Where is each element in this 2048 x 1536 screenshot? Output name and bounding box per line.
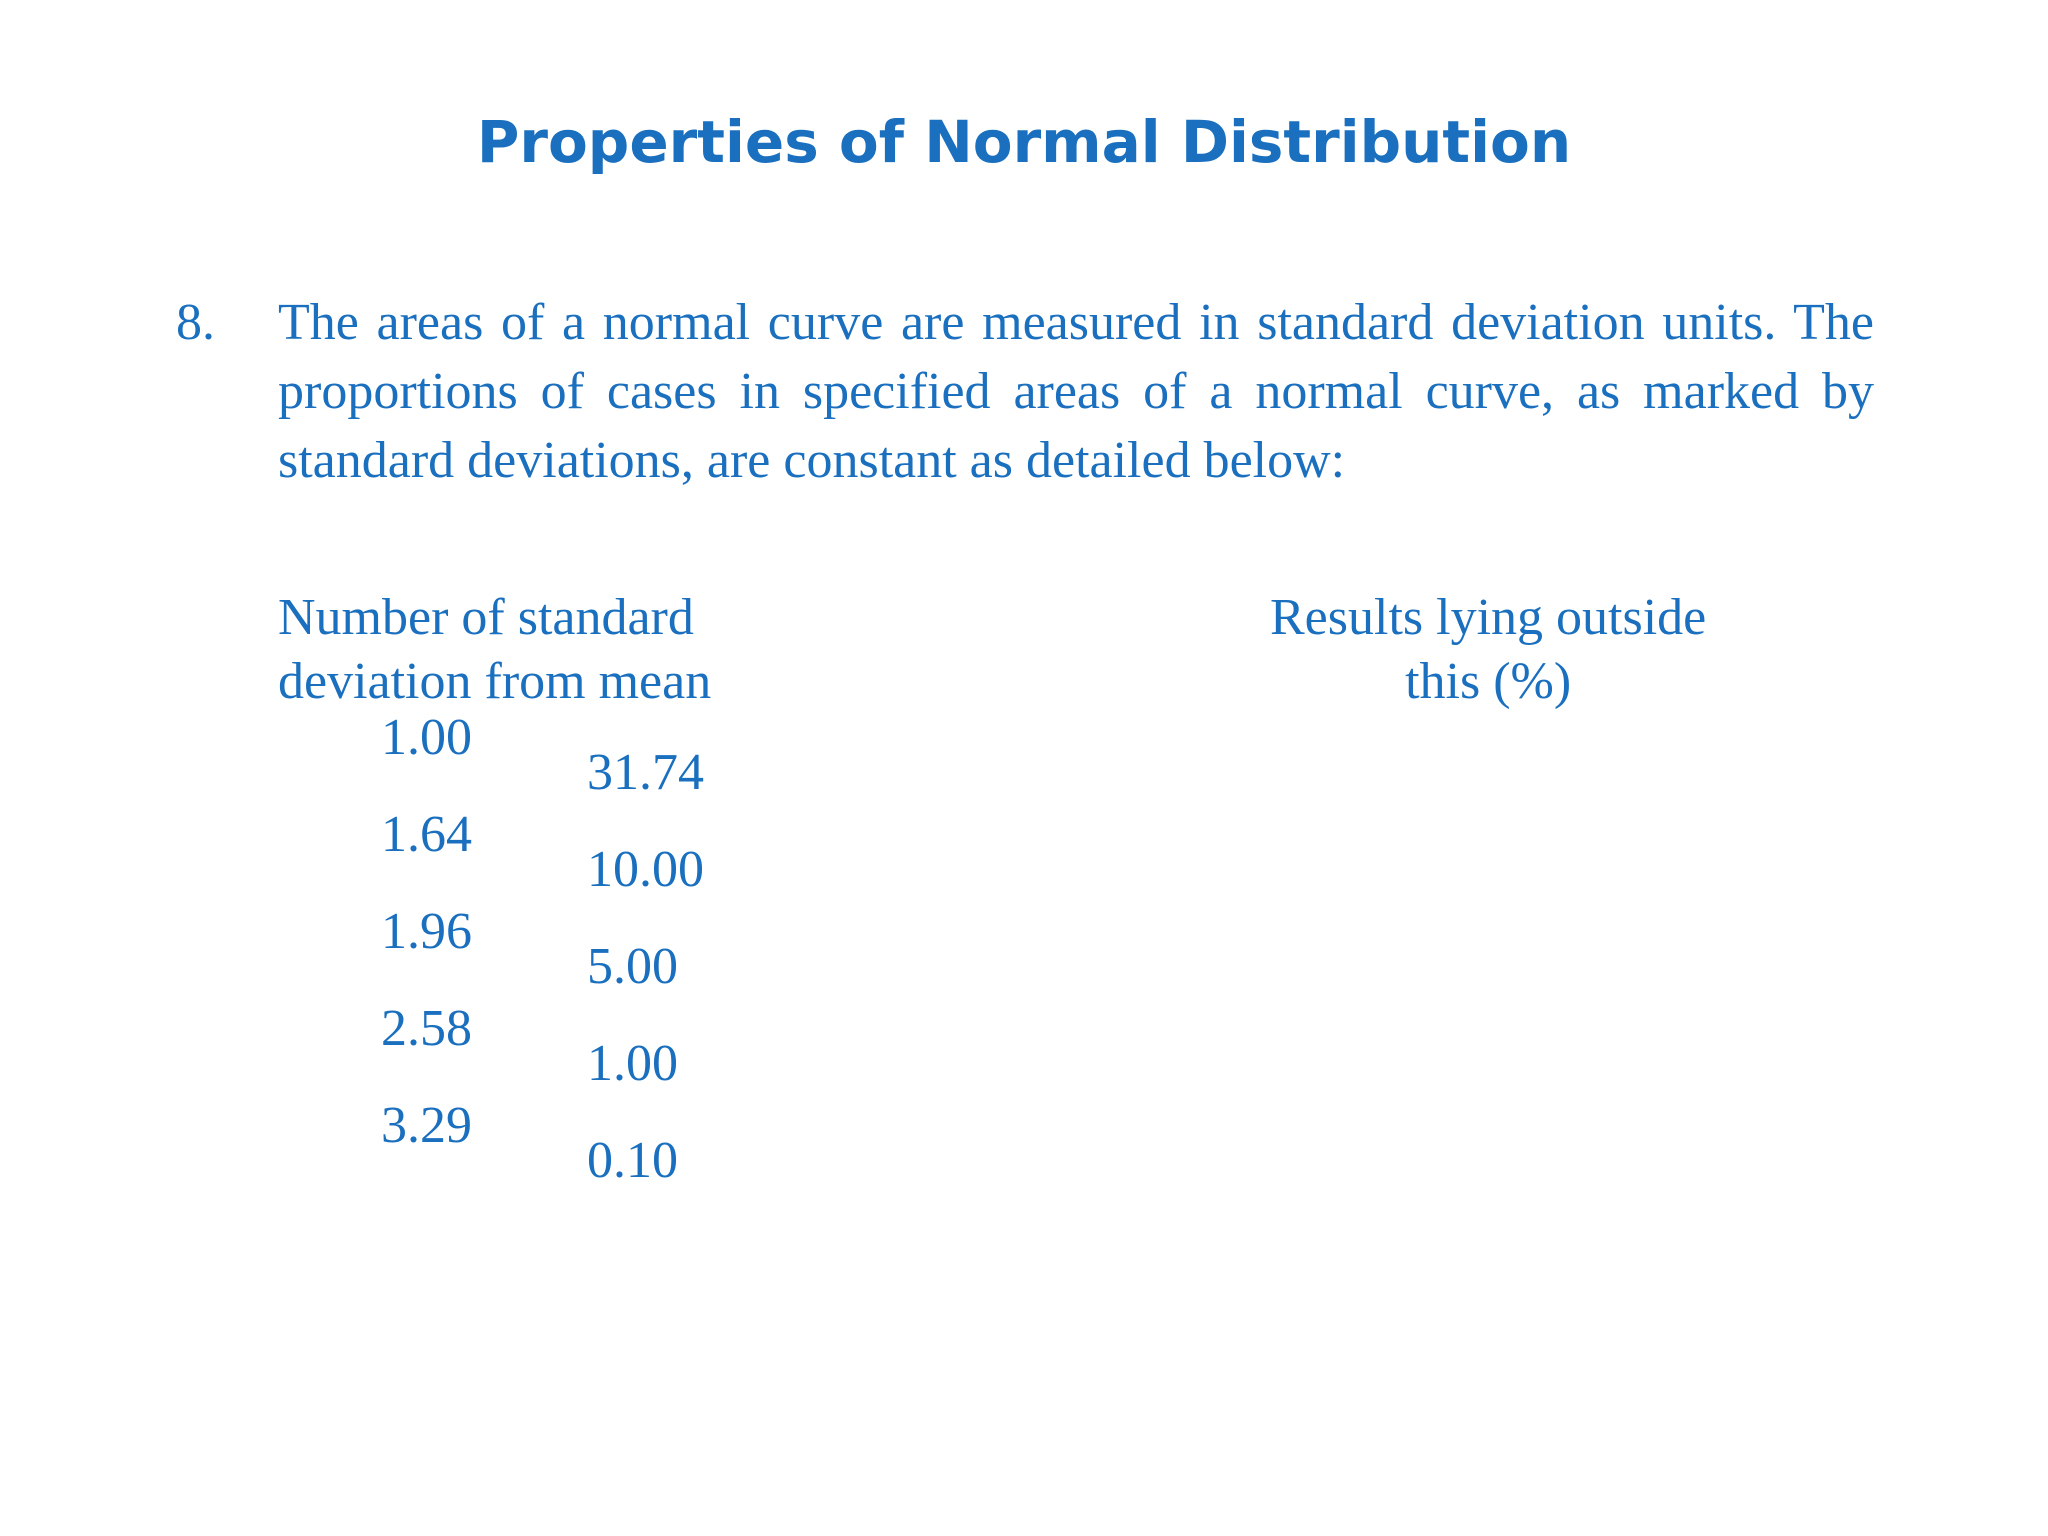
sd-value: 1.64	[381, 806, 472, 863]
column-header-std-dev-line2: deviation from mean	[278, 653, 712, 710]
point-text: The areas of a normal curve are measured…	[278, 294, 1874, 489]
pct-value: 0.10	[587, 1132, 678, 1189]
pct-value: 1.00	[587, 1035, 678, 1092]
pct-value: 31.74	[587, 744, 704, 801]
slide-title: Properties of Normal Distribution	[476, 108, 1572, 176]
sd-value: 1.00	[381, 709, 472, 766]
column-header-results: Results lying outside this (%)	[1270, 586, 1706, 714]
column-header-results-line2: this (%)	[1405, 653, 1572, 710]
pct-value: 10.00	[587, 841, 704, 898]
column-header-results-line1: Results lying outside	[1270, 589, 1707, 646]
column-header-std-dev-line1: Number of standard	[278, 589, 694, 646]
point-number: 8.	[176, 294, 215, 351]
pct-value: 5.00	[587, 938, 678, 995]
sd-value: 3.29	[381, 1097, 472, 1154]
column-header-std-dev: Number of standard deviation from mean	[278, 586, 711, 714]
sd-value: 1.96	[381, 903, 472, 960]
sd-value: 2.58	[381, 1000, 472, 1057]
